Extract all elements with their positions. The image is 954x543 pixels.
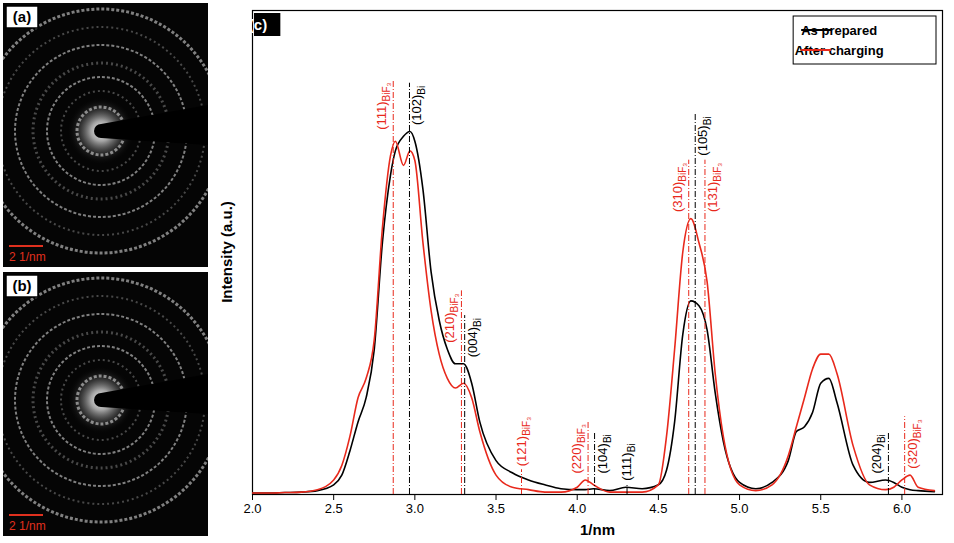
- svg-text:(121)BiF₃: (121)BiF₃: [514, 417, 532, 466]
- svg-text:5.5: 5.5: [812, 501, 830, 516]
- svg-text:3.0: 3.0: [406, 501, 424, 516]
- svg-text:4.0: 4.0: [568, 501, 586, 516]
- svg-text:5.0: 5.0: [731, 501, 749, 516]
- svg-text:(220)BiF₃: (220)BiF₃: [569, 424, 587, 473]
- svg-text:(320)BiF₃: (320)BiF₃: [905, 419, 923, 468]
- svg-text:(310)BiF₃: (310)BiF₃: [670, 163, 688, 212]
- svg-text:4.5: 4.5: [649, 501, 667, 516]
- svg-text:(b): (b): [12, 277, 31, 294]
- svg-text:(105)Bi: (105)Bi: [695, 116, 713, 155]
- svg-text:After charging: After charging: [795, 43, 884, 58]
- svg-text:(210)BiF₃: (210)BiF₃: [442, 293, 460, 342]
- svg-text:(102)Bi: (102)Bi: [409, 86, 427, 125]
- svg-text:Intensity (a.u.): Intensity (a.u.): [218, 201, 235, 303]
- svg-text:2.0: 2.0: [243, 501, 261, 516]
- svg-text:(111)BiF₃: (111)BiF₃: [374, 82, 392, 130]
- svg-text:2 1/nm: 2 1/nm: [9, 250, 46, 264]
- svg-text:3.5: 3.5: [487, 501, 505, 516]
- svg-text:(204)Bi: (204)Bi: [869, 434, 887, 473]
- svg-text:(131)BiF₃: (131)BiF₃: [705, 163, 723, 212]
- svg-text:6.0: 6.0: [893, 501, 911, 516]
- svg-text:(111)Bi: (111)Bi: [619, 443, 637, 480]
- svg-text:(a): (a): [13, 8, 31, 25]
- svg-text:2.5: 2.5: [325, 501, 343, 516]
- svg-text:1/nm: 1/nm: [580, 521, 615, 538]
- svg-text:(004)Bi: (004)Bi: [465, 318, 483, 357]
- svg-text:(c): (c): [249, 16, 267, 33]
- svg-text:2 1/nm: 2 1/nm: [9, 519, 46, 533]
- svg-text:As prepared: As prepared: [801, 23, 877, 38]
- svg-text:(104)Bi: (104)Bi: [595, 434, 613, 473]
